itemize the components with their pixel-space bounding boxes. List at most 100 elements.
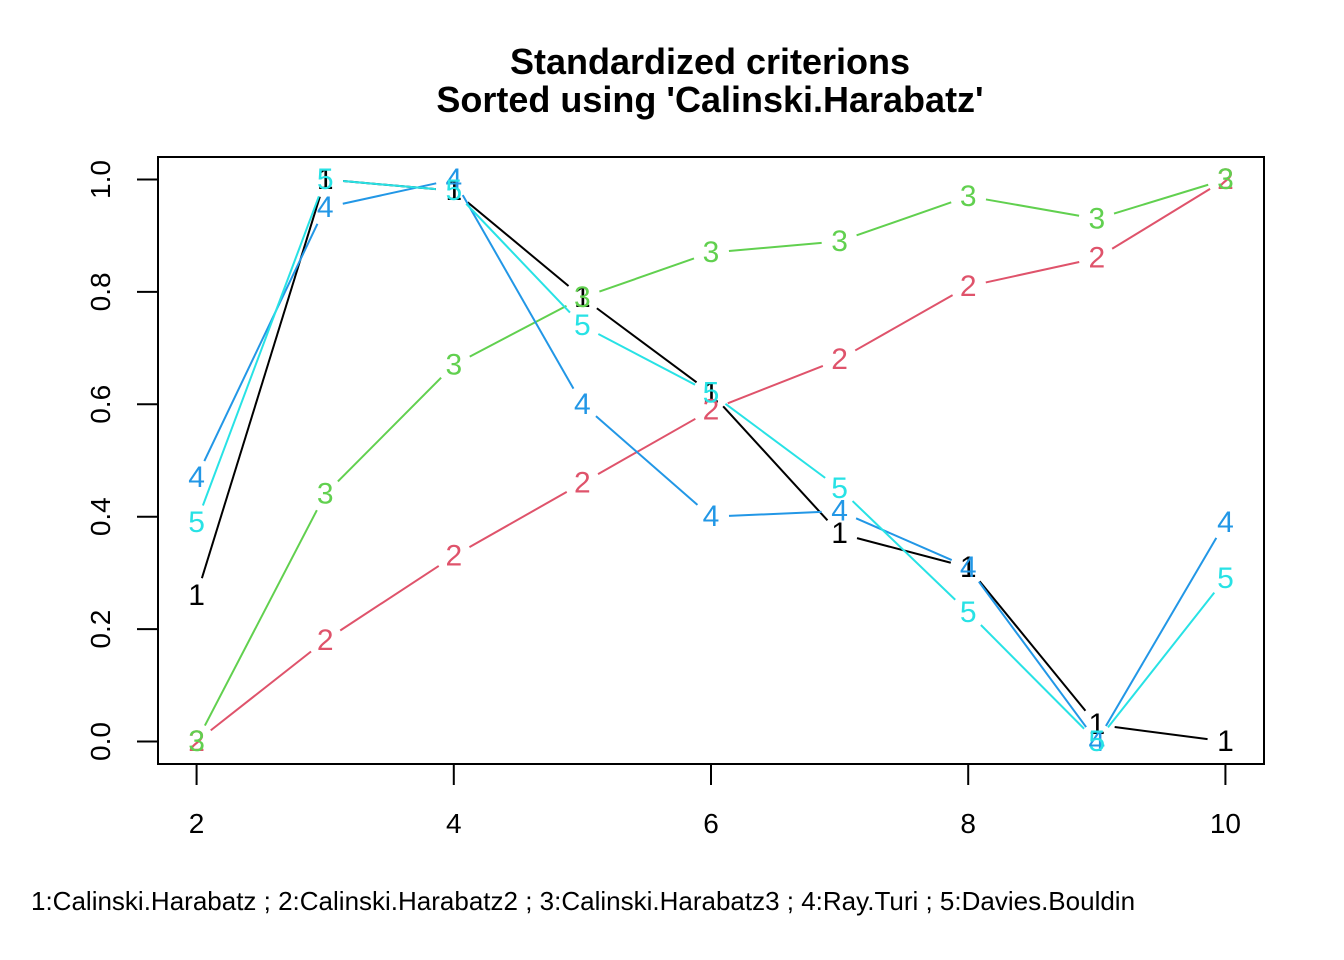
series-segment — [461, 194, 575, 390]
data-point-marker: 5 — [703, 377, 720, 410]
series-segment — [599, 257, 695, 293]
data-point-marker: 4 — [1217, 506, 1234, 539]
data-point-marker: 2 — [188, 725, 205, 758]
series-segment — [468, 491, 568, 549]
data-point-marker: 4 — [1088, 725, 1105, 758]
x-tick-label: 6 — [703, 808, 719, 839]
data-point-marker: 5 — [317, 163, 334, 196]
data-point-marker: 1 — [1088, 708, 1105, 741]
data-point-marker: 2 — [317, 624, 334, 657]
series-segment — [337, 377, 442, 483]
series-segment — [597, 333, 696, 386]
data-point-marker: 5 — [1088, 725, 1105, 758]
x-tick-label: 8 — [960, 808, 976, 839]
data-point-marker: 3 — [960, 180, 977, 213]
data-point-marker: 5 — [831, 472, 848, 505]
axes: 2 4 6 8 10 0.0 0.2 0.4 0.6 0.8 1.0 — [85, 156, 1265, 839]
series-segment — [467, 201, 570, 287]
series-legend-note: 1:Calinski.Harabatz ; 2:Calinski.Harabat… — [31, 886, 1135, 916]
y-tick-label: 0.8 — [85, 272, 116, 311]
series-segment — [985, 261, 1080, 284]
y-tick-label: 0.4 — [85, 497, 116, 536]
series-segment — [1111, 188, 1211, 250]
series-segment — [724, 402, 826, 479]
y-tick-label: 0.6 — [85, 385, 116, 424]
series-line — [210, 188, 1211, 732]
data-point-marker: 2 — [703, 393, 720, 426]
data-point-marker: 1 — [188, 579, 205, 612]
y-tick-label: 1.0 — [85, 160, 116, 199]
data-point-marker: 2 — [1217, 163, 1234, 196]
data-point-marker: 1 — [960, 551, 977, 584]
series-line — [201, 180, 1216, 730]
data-point-marker: 1 — [317, 163, 334, 196]
series-line — [200, 180, 1208, 741]
series-line — [203, 182, 1218, 728]
series-segment — [980, 624, 1085, 730]
series-segment — [339, 565, 440, 632]
data-point-marker: 3 — [445, 348, 462, 381]
series-segment — [465, 203, 571, 314]
series-segment — [727, 364, 824, 405]
series-segment — [201, 195, 320, 506]
data-point-marker: 3 — [703, 236, 720, 269]
series-segment — [343, 180, 436, 191]
series-lines — [200, 180, 1218, 741]
data-point-marker: 2 — [831, 343, 848, 376]
data-point-marker: 3 — [317, 478, 334, 511]
series-segment — [1113, 183, 1209, 215]
series-segment — [1105, 537, 1218, 727]
data-point-marker: 4 — [445, 163, 462, 196]
series-segment — [985, 198, 1080, 217]
series-segment — [978, 581, 1087, 728]
data-point-marker: 2 — [445, 540, 462, 573]
data-point-marker: 1 — [574, 281, 591, 314]
series-line — [203, 183, 1209, 727]
series-segment — [856, 201, 952, 237]
series-segment — [1114, 726, 1208, 741]
data-point-marker: 1 — [1217, 725, 1234, 758]
x-tick-label: 10 — [1210, 808, 1241, 839]
x-tick-label: 2 — [189, 808, 205, 839]
series-segment — [203, 223, 319, 462]
y-tick-label: 0.0 — [85, 722, 116, 761]
data-point-marker: 2 — [960, 270, 977, 303]
data-point-marker: 4 — [831, 495, 848, 528]
data-point-marker: 1 — [445, 174, 462, 207]
series-segment — [1107, 592, 1216, 729]
data-point-marker: 5 — [1217, 562, 1234, 595]
data-point-marker: 2 — [574, 466, 591, 499]
data-point-marker: 5 — [188, 506, 205, 539]
data-point-marker: 4 — [317, 191, 334, 224]
data-point-marker: 2 — [1088, 242, 1105, 275]
series-segment — [728, 510, 822, 517]
data-point-marker: 3 — [188, 725, 205, 758]
data-point-marker: 5 — [960, 596, 977, 629]
series-segment — [851, 500, 956, 601]
data-point-marker: 1 — [831, 517, 848, 550]
chart-subtitle: Sorted using 'Calinski.Harabatz' — [436, 79, 983, 120]
series-segment — [728, 241, 822, 252]
y-tick-label: 0.2 — [85, 610, 116, 649]
series-segment — [596, 307, 698, 384]
series-segment — [203, 509, 318, 727]
series-segment — [978, 580, 1087, 712]
x-tick-label: 4 — [446, 808, 462, 839]
series-segment — [469, 304, 567, 358]
series-segment — [854, 294, 954, 352]
data-point-marker: 1 — [703, 377, 720, 410]
series-segment — [855, 517, 953, 561]
data-point-marker: 5 — [445, 174, 462, 207]
data-point-marker: 5 — [574, 309, 591, 342]
data-point-marker: 4 — [188, 461, 205, 494]
data-point-marker: 3 — [1088, 202, 1105, 235]
data-point-marker: 4 — [960, 551, 977, 584]
series-segment — [210, 650, 312, 732]
data-point-marker: 4 — [703, 500, 720, 533]
series-segment — [595, 415, 699, 506]
series-segment — [342, 182, 437, 205]
data-point-marker: 3 — [574, 281, 591, 314]
series-segment — [597, 417, 696, 475]
